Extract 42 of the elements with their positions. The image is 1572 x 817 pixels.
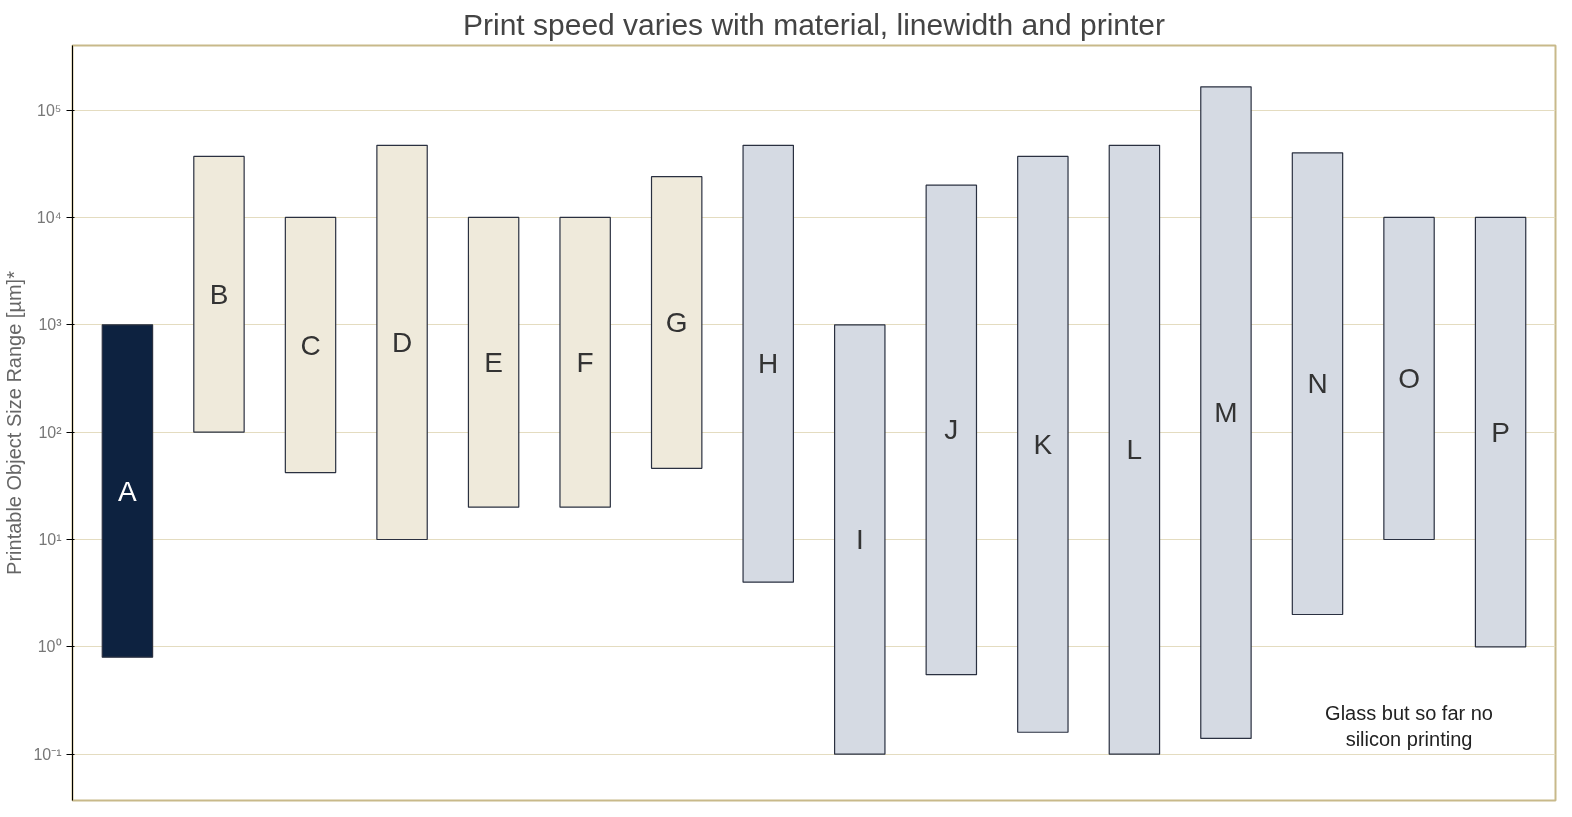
bar	[1291, 152, 1344, 616]
x-tick-label: J	[944, 414, 959, 446]
y-tick-label: 10⁵	[37, 101, 62, 119]
chart-title: Print speed varies with material, linewidth and printer	[463, 7, 1166, 41]
bar	[193, 155, 245, 433]
annotation: Glass but so far no silicon printing	[1325, 702, 1493, 751]
bar	[1383, 216, 1435, 541]
x-tick-label: C	[300, 329, 321, 361]
x-tick-label: N	[1307, 368, 1328, 400]
x-tick-label: D	[391, 326, 413, 358]
x-tick-label: I	[855, 523, 864, 555]
bar	[101, 324, 154, 658]
x-tick-label: G	[665, 306, 688, 338]
x-tick-label: O	[1398, 362, 1420, 394]
bar	[1108, 144, 1161, 755]
x-tick-label: E	[484, 346, 503, 378]
x-tick-label: K	[1033, 428, 1053, 460]
y-tick-label: 10²	[38, 423, 63, 441]
bar	[1017, 155, 1069, 733]
y-tick-label: 10³	[38, 316, 63, 334]
bar	[1200, 86, 1252, 740]
bar	[742, 144, 794, 583]
bar	[1474, 216, 1527, 648]
y-tick-label: 10¹	[38, 530, 62, 548]
bar	[925, 184, 978, 676]
x-tick-label: A	[118, 475, 138, 507]
bar	[284, 216, 337, 474]
x-tick-label: H	[758, 348, 779, 380]
bar	[376, 144, 428, 541]
bar	[650, 176, 703, 469]
x-tick-label: M	[1214, 397, 1238, 429]
x-tick-label: B	[209, 278, 229, 310]
bar	[467, 216, 520, 508]
y-tick-label: 10⁴	[36, 208, 62, 226]
x-tick-label: P	[1491, 416, 1510, 448]
y-axis-title: Printable Object Size Range [µm]*	[3, 270, 26, 575]
x-tick-label: F	[576, 346, 594, 378]
bar	[559, 216, 611, 508]
y-tick-label: 10⁰	[37, 638, 62, 656]
bar	[834, 324, 886, 755]
x-tick-label: L	[1126, 434, 1143, 466]
y-tick-label: 10⁻¹	[33, 745, 62, 763]
